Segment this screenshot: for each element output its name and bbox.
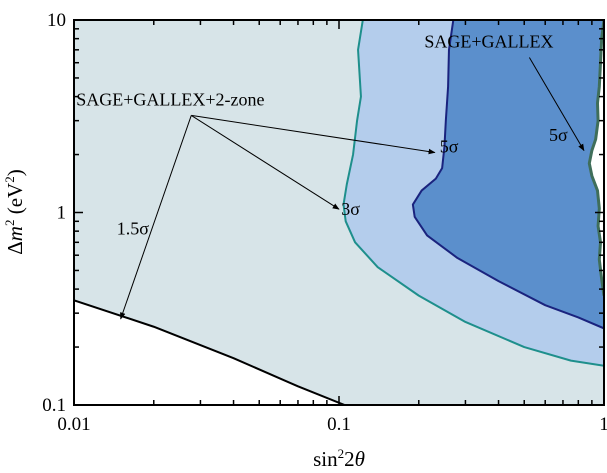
annotation-arrow	[191, 114, 436, 155]
annotation-sage-gallex-2-zone: SAGE+GALLEX+2-zone	[76, 89, 264, 109]
annotation-arrow	[120, 115, 192, 320]
x-tick-label: 0.1	[327, 414, 351, 435]
contour-sage-gallex-5-	[587, 20, 604, 296]
contour-5-	[411, 20, 604, 330]
annotation-5-2-zone-: 5σ	[440, 136, 459, 156]
x-axis-title: sin22θ	[313, 446, 365, 471]
y-tick-label: 0.1	[42, 395, 66, 416]
region-sage-gallex-5-	[589, 20, 604, 405]
contour-3-	[342, 20, 604, 367]
x-tick-label: 1	[599, 414, 607, 435]
y-tick-label: 1	[57, 203, 67, 224]
contour-1-5-	[74, 299, 345, 405]
y-tick-label: 10	[47, 10, 66, 31]
annotation-3-: 3σ	[341, 199, 360, 219]
annotation-sage-gallex: SAGE+GALLEX	[424, 31, 553, 51]
annotation-arrow	[528, 57, 585, 152]
y-axis-title: Δm2 (eV2)	[2, 169, 27, 254]
annotation-5-sage-gallex-: 5σ	[549, 125, 568, 145]
x-tick-label: 0.01	[57, 414, 90, 435]
annotation-arrow	[191, 114, 340, 210]
annotation-1-5-: 1.5σ	[117, 218, 149, 238]
